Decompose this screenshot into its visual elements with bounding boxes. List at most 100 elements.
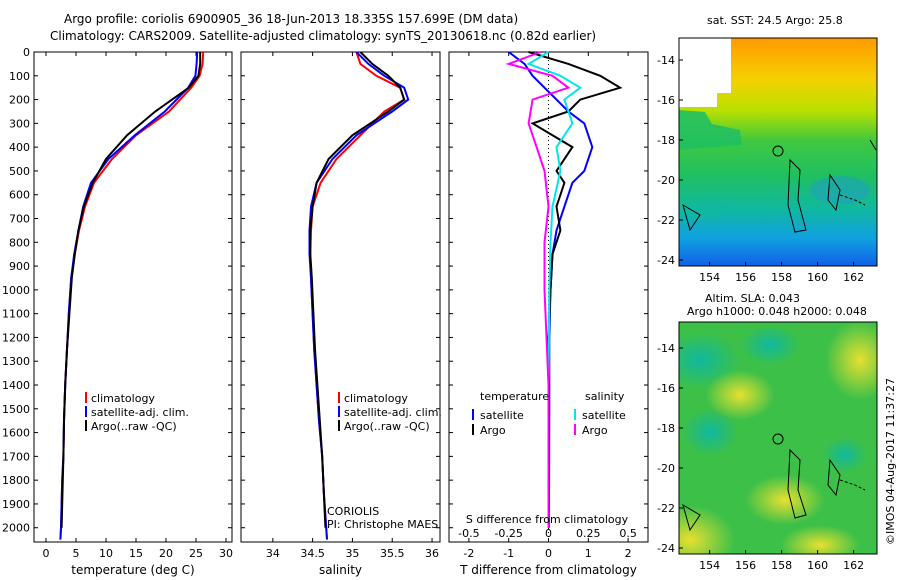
title-line-1: Argo profile: coriolis 6900905_36 18-Jun… [64, 12, 519, 26]
sst-map [679, 38, 877, 266]
depth-tick-label: 500 [9, 165, 30, 178]
map-lon-label: 160 [807, 559, 828, 572]
depth-tick-label: 0 [23, 46, 30, 59]
s-diff-label: S difference from climatology [466, 513, 629, 526]
map-lon-label: 158 [771, 559, 792, 572]
depth-tick-label: 1000 [2, 284, 30, 297]
sst-argo-marker [772, 145, 784, 157]
depth-tick-label: 2000 [2, 522, 30, 535]
salinity-legend-label: Argo(..raw -QC) [344, 420, 430, 433]
temperature-xtick-label: 15 [129, 547, 143, 560]
differences-xtick-label: 1 [585, 547, 592, 560]
map-lat-label: -18 [657, 134, 675, 147]
legend-sal-label: Argo [582, 424, 608, 437]
salinity-xtick-label: 35.5 [380, 547, 405, 560]
temperature-xtick-label: 0 [43, 547, 50, 560]
differences-series-s-argo [505, 51, 571, 528]
depth-tick-label: 600 [9, 189, 30, 202]
sla-argo-marker [772, 433, 784, 445]
salinity-xtick-label: 34 [266, 547, 280, 560]
map-lat-label: -22 [657, 502, 675, 515]
differences-xlabel: T difference from climatology [459, 563, 637, 577]
temperature-xtick-label: 25 [189, 547, 203, 560]
depth-tick-label: 800 [9, 236, 30, 249]
salinity-legend-label: climatology [344, 392, 408, 405]
temperature-legend-label: Argo(..raw -QC) [91, 420, 177, 433]
salinity-xtick-label: 34.5 [300, 547, 325, 560]
temperature-series-argo-raw-qc- [60, 52, 202, 528]
temperature-xtick-label: 5 [73, 547, 80, 560]
map-lon-label: 158 [771, 271, 792, 284]
depth-tick-label: 1700 [2, 450, 30, 463]
s-tick-label: -0.25 [494, 527, 522, 540]
map-lon-label: 162 [843, 559, 864, 572]
annotation-line: CORIOLIS [327, 505, 379, 518]
map-lon-label: 156 [735, 559, 756, 572]
depth-tick-label: 700 [9, 213, 30, 226]
map-lat-label: -24 [657, 254, 675, 267]
title-line-2: Climatology: CARS2009. Satellite-adjuste… [50, 29, 597, 43]
depth-tick-label: 1400 [2, 379, 30, 392]
s-tick-label: 0 [545, 527, 552, 540]
legend-temp-label: Argo [480, 424, 506, 437]
differences-xtick-label: 2 [625, 547, 632, 560]
s-tick-label: -0.5 [458, 527, 479, 540]
salinity-xlabel: salinity [319, 563, 362, 577]
chart-temperature: 0 5 10 15 20 25 300100200300400500600700800900… [2, 46, 233, 577]
legend-temp-label: satellite [480, 409, 524, 422]
salinity-xtick-label: 35 [345, 547, 359, 560]
temperature-xlabel: temperature (deg C) [71, 563, 194, 577]
temperature-xtick-label: 10 [99, 547, 113, 560]
map-lat-label: -14 [657, 342, 675, 355]
depth-tick-label: 200 [9, 94, 30, 107]
depth-tick-label: 900 [9, 260, 30, 273]
s-tick-label: 0.25 [576, 527, 601, 540]
depth-tick-label: 1100 [2, 308, 30, 321]
chart-differences: -2 -1 0 1 2 T difference from climatology temp… [448, 51, 649, 577]
map-lat-label: -22 [657, 214, 675, 227]
legend-sal-label: satellite [582, 409, 626, 422]
temperature-legend-label: satellite-adj. clim. [91, 406, 189, 419]
annotation-line: PI: Christophe MAES [327, 518, 438, 531]
map-lon-label: 162 [843, 271, 864, 284]
temperature-xtick-label: 20 [159, 547, 173, 560]
depth-tick-label: 1600 [2, 427, 30, 440]
depth-tick-label: 100 [9, 70, 30, 83]
temperature-frame [33, 51, 233, 543]
legend-temperature-title: temperature [480, 390, 549, 403]
temperature-xtick-label: 30 [219, 547, 233, 560]
map-lat-label: -20 [657, 174, 675, 187]
map-axes: 154 156 158 160 162 -14 -16 -18 -20 -22 -24 154 156 1… [657, 54, 864, 572]
legend-salinity-title: salinity [585, 390, 625, 403]
salinity-xtick-label: 36 [425, 547, 439, 560]
salinity-legend-label: satellite-adj. clim. [344, 406, 442, 419]
differences-xtick-label: 0 [545, 547, 552, 560]
depth-tick-label: 1900 [2, 498, 30, 511]
depth-tick-label: 300 [9, 117, 30, 130]
map-lat-label: -16 [657, 382, 675, 395]
map-lat-label: -16 [657, 94, 675, 107]
chart-salinity: 34 34.5 35 35.5 36 salinity climatologysatelli… [240, 51, 442, 577]
depth-tick-label: 400 [9, 141, 30, 154]
sst-map-title: sat. SST: 24.5 Argo: 25.8 [707, 14, 843, 27]
sla-map-title-1: Altim. SLA: 0.043 [705, 292, 801, 305]
depth-tick-label: 1500 [2, 403, 30, 416]
map-lat-label: -18 [657, 422, 675, 435]
differences-xtick-label: -1 [503, 547, 514, 560]
depth-tick-label: 1800 [2, 474, 30, 487]
temperature-legend-label: climatology [91, 392, 155, 405]
depth-tick-label: 1300 [2, 355, 30, 368]
map-lon-label: 156 [735, 271, 756, 284]
salinity-series-argo-raw-qc- [309, 51, 406, 528]
sla-map-title-2: Argo h1000: 0.048 h2000: 0.048 [687, 305, 867, 318]
map-lon-label: 154 [699, 559, 720, 572]
map-lat-label: -24 [657, 542, 675, 555]
differences-series-s-satellite [526, 51, 583, 528]
s-tick-label: 0.5 [619, 527, 637, 540]
differences-xtick-label: -2 [463, 547, 474, 560]
map-lon-label: 160 [807, 271, 828, 284]
map-lat-label: -14 [657, 54, 675, 67]
salinity-frame [240, 51, 441, 543]
map-lon-label: 154 [699, 271, 720, 284]
